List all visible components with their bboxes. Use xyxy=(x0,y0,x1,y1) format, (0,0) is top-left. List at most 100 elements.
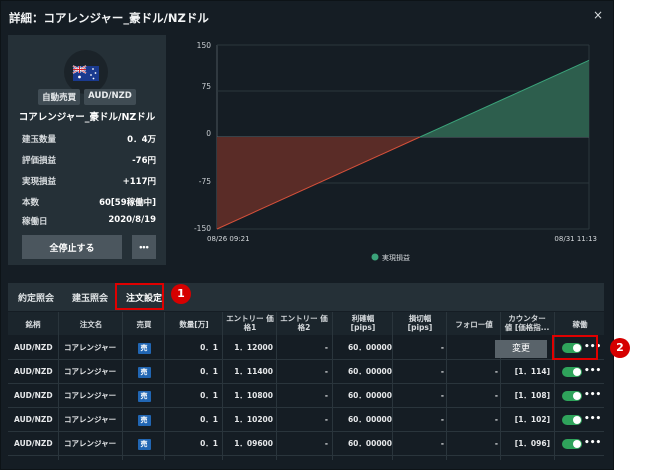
col-header-name: 注文名 xyxy=(79,320,103,329)
cell-entry2: - xyxy=(324,367,328,376)
cell-name: コアレンジャー xyxy=(64,415,117,424)
auto-trade-badge: 自動売買 xyxy=(38,89,81,105)
close-icon[interactable]: × xyxy=(592,8,603,22)
table-row[interactable]: AUD/NZD コアレンジャー 売 0．1 1．11400 - 60．00000… xyxy=(8,360,604,384)
series-line-negative xyxy=(216,136,421,230)
table-row[interactable]: AUD/NZD コアレンジャー 売 0．1 1．10800 - 60．00000… xyxy=(8,384,604,408)
cell-name: コアレンジャー xyxy=(64,367,117,376)
cell-name: コアレンジャー xyxy=(64,439,117,448)
cell-qty: 0．1 xyxy=(200,415,218,424)
cell-side: 売 xyxy=(124,432,164,456)
tab-positions[interactable]: 建玉照会 xyxy=(72,294,109,304)
active-toggle[interactable] xyxy=(562,415,582,425)
tab-order-settings[interactable]: 注文設定 xyxy=(126,294,163,304)
cell-stop-loss: - xyxy=(440,439,444,448)
cell-name: コアレンジャー xyxy=(64,391,117,400)
cell-entry1: 1．11400 xyxy=(234,367,273,376)
y-tick-label: 75 xyxy=(201,82,211,91)
col-header-stop-loss: 損切幅 [pips] xyxy=(407,314,433,332)
cell-take-profit: 60．00000 xyxy=(347,391,392,400)
cell-entry1: 1．10800 xyxy=(234,391,273,400)
y-tick-label: -150 xyxy=(194,224,211,233)
col-header-follow: フォロー値 xyxy=(455,320,493,329)
side-badge: 売 xyxy=(137,391,151,402)
change-tooltip: 変更 xyxy=(495,340,547,358)
y-tick-label: -75 xyxy=(199,177,211,186)
cell-qty: 0．1 xyxy=(200,343,218,352)
side-badge: 売 xyxy=(137,343,151,354)
dialog-title: 詳細：コアレンジャー_豪ドル/NZドル xyxy=(9,11,209,25)
cell-counter: [1．108] xyxy=(514,391,550,400)
series-line-positive xyxy=(419,59,590,138)
tab-bar: 約定照会 建玉照会 注文設定 xyxy=(8,283,604,311)
cell-take-profit: 60．00000 xyxy=(347,439,392,448)
currency-pair-badge: AUD/NZD xyxy=(84,89,136,105)
active-toggle[interactable] xyxy=(562,391,582,401)
cell-pair: AUD/NZD xyxy=(14,439,53,448)
cell-take-profit: 60．00000 xyxy=(347,367,392,376)
cell-pair: AUD/NZD xyxy=(14,343,53,352)
highlight-box-tab xyxy=(115,283,164,310)
row-more-icon[interactable]: ••• xyxy=(584,414,602,424)
col-header-counter: カウンター値 [価格指... xyxy=(504,314,550,332)
y-tick-label: 0 xyxy=(206,129,211,138)
table-row[interactable]: AUD/NZD コアレンジャー 売 0．1 1．10200 - 60．00000… xyxy=(8,408,604,432)
strategy-name: コアレンジャー_豪ドル/NZドル xyxy=(18,112,156,123)
side-badge: 売 xyxy=(137,367,151,378)
col-header-take-profit: 利確幅 [pips] xyxy=(350,314,376,332)
active-toggle[interactable] xyxy=(562,439,582,449)
active-toggle[interactable] xyxy=(562,367,582,377)
cell-follow: - xyxy=(494,415,498,424)
australia-flag-icon xyxy=(64,50,108,94)
cell-pair: AUD/NZD xyxy=(14,367,53,376)
cell-follow: - xyxy=(494,439,498,448)
cell-stop-loss: - xyxy=(440,343,444,352)
active-toggle[interactable] xyxy=(562,343,582,353)
callout-number-2: 2 xyxy=(610,338,630,358)
callout-number-1: 1 xyxy=(171,284,191,304)
cell-stop-loss: - xyxy=(440,415,444,424)
cell-name: コアレンジャー xyxy=(64,343,117,352)
highlight-box-toggle xyxy=(552,335,598,360)
row-more-icon[interactable]: ••• xyxy=(584,366,602,376)
card-more-button[interactable]: ••• xyxy=(132,235,156,259)
col-header-entry1: エントリー 価格1 xyxy=(226,314,274,332)
side-badge: 売 xyxy=(137,415,151,426)
cell-counter: [1．102] xyxy=(514,415,550,424)
chart-svg: 150 75 0 -75 -150 08/26 09:21 08/31 11:1… xyxy=(194,41,597,262)
realized-pl-chart: 150 75 0 -75 -150 08/26 09:21 08/31 11:1… xyxy=(171,31,601,271)
cell-stop-loss: - xyxy=(440,391,444,400)
col-header-side: 売買 xyxy=(136,320,152,329)
cell-follow: - xyxy=(494,367,498,376)
tab-executions[interactable]: 約定照会 xyxy=(18,294,55,304)
col-header-entry2: エントリー 価格2 xyxy=(280,314,328,332)
y-tick-label: 150 xyxy=(197,41,212,50)
row-more-icon[interactable]: ••• xyxy=(584,438,602,448)
cell-follow: - xyxy=(494,391,498,400)
cell-entry1: 1．12000 xyxy=(234,343,273,352)
legend-dot xyxy=(371,253,379,261)
cell-follow: - xyxy=(448,336,498,360)
cell-qty: 0．1 xyxy=(200,439,218,448)
cell-entry1: 1．10200 xyxy=(234,415,273,424)
stop-all-button[interactable]: 全停止する xyxy=(22,235,122,259)
col-header-pair: 銘柄 xyxy=(25,320,41,329)
cell-side: 売 xyxy=(124,384,164,408)
cell-entry2: - xyxy=(324,343,328,352)
cell-side: 売 xyxy=(124,336,164,360)
cell-take-profit: 60．00000 xyxy=(347,343,392,352)
row-more-icon[interactable]: ••• xyxy=(584,342,602,352)
side-badge: 売 xyxy=(137,439,151,450)
cell-pair: AUD/NZD xyxy=(14,415,53,424)
x-tick-label: 08/26 09:21 xyxy=(207,235,250,243)
cell-entry2: - xyxy=(324,391,328,400)
stat-unrealized-pl: 評価損益 -76円 xyxy=(22,156,156,166)
cell-entry1: 1．09600 xyxy=(234,439,273,448)
cell-side: 売 xyxy=(124,408,164,432)
cell-side: 売 xyxy=(124,360,164,384)
stat-start-date: 稼働日 2020/8/19 xyxy=(22,215,156,227)
row-more-icon[interactable]: ••• xyxy=(584,390,602,400)
cell-counter: [1．114] xyxy=(514,367,550,376)
legend-label: 実現損益 xyxy=(382,253,410,262)
table-row[interactable]: AUD/NZD コアレンジャー 売 0．1 1．09600 - 60．00000… xyxy=(8,432,604,456)
